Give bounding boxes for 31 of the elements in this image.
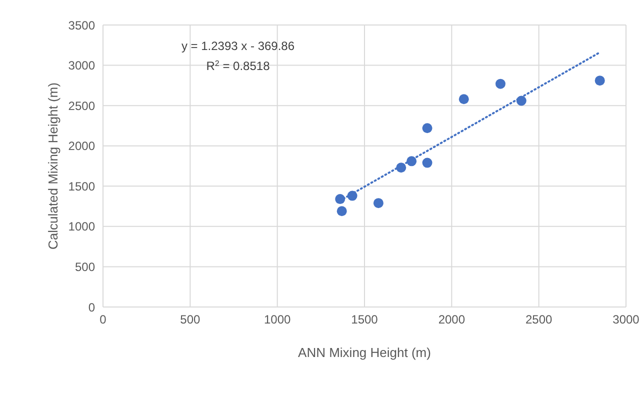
point bbox=[516, 96, 526, 106]
point bbox=[335, 194, 346, 204]
point bbox=[347, 190, 358, 201]
point bbox=[406, 156, 417, 166]
point bbox=[336, 206, 347, 216]
x-tick-label: 1000 bbox=[264, 312, 292, 327]
x-tick-label: 1500 bbox=[351, 312, 378, 327]
x-tick-label: 500 bbox=[180, 312, 200, 327]
y-axis-title: Calculated Mixing Height (m) bbox=[46, 82, 61, 250]
annotation: R$^{2}$ = 0.8518 bbox=[206, 58, 270, 73]
x-tick-label: 2000 bbox=[438, 312, 466, 327]
point bbox=[373, 198, 384, 208]
point bbox=[495, 78, 506, 89]
point bbox=[396, 162, 406, 173]
x-tick-label: 2500 bbox=[525, 312, 553, 327]
y-tick-label: 2500 bbox=[68, 98, 96, 113]
point bbox=[594, 76, 605, 86]
y-tick-label: 1000 bbox=[68, 220, 96, 234]
x-tick-label: 0 bbox=[100, 312, 107, 327]
y-tick-label: 0 bbox=[88, 300, 96, 314]
y-tick-label: 3000 bbox=[68, 58, 96, 73]
point bbox=[458, 94, 469, 104]
x-axis-title: ANN Mixing Height (m) bbox=[298, 345, 431, 360]
y-tick-label: 3500 bbox=[68, 18, 96, 32]
y-tick-label: 1500 bbox=[68, 179, 96, 194]
point bbox=[422, 158, 432, 168]
y-tick-label: 2000 bbox=[68, 139, 96, 154]
annotation: y = 1.2393 x - 369.86 bbox=[181, 39, 295, 53]
x-tick-label: 3000 bbox=[612, 312, 640, 327]
y-tick-label: 500 bbox=[74, 260, 96, 274]
point bbox=[422, 123, 432, 134]
